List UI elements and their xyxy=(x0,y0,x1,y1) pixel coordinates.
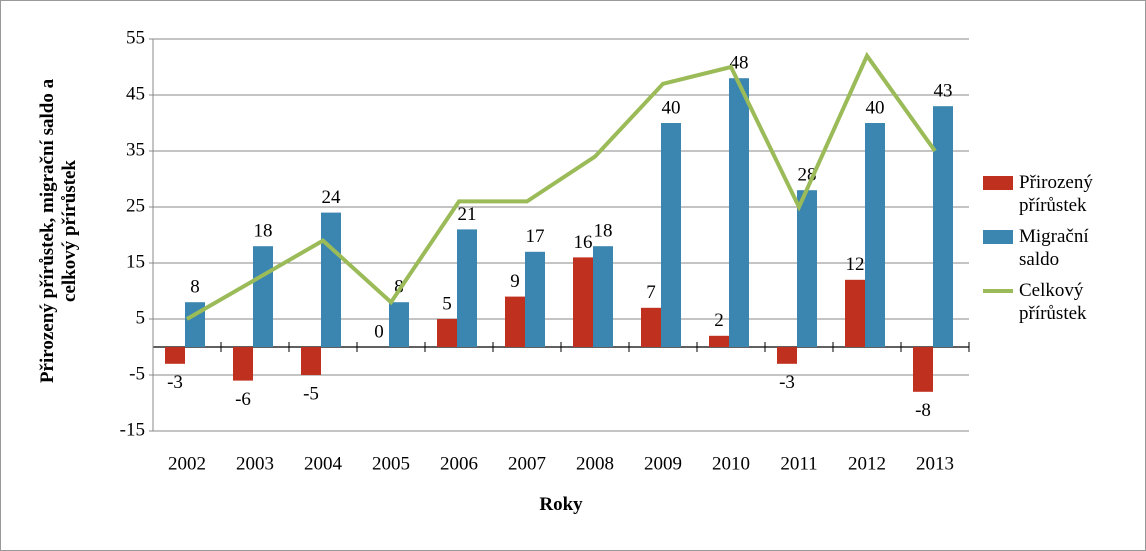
data-label: 7 xyxy=(646,282,656,303)
data-label: 43 xyxy=(934,81,953,102)
data-label: 17 xyxy=(526,226,545,247)
x-tick-label: 2007 xyxy=(508,453,546,474)
bar xyxy=(777,347,797,364)
line xyxy=(186,51,937,321)
x-tick-label: 2013 xyxy=(916,453,954,474)
data-label: 18 xyxy=(594,221,613,242)
y-axis-title: Přirozený přírůstek, migrační saldo a ce… xyxy=(37,78,80,384)
y-tick-label: 5 xyxy=(136,307,146,328)
data-label: -3 xyxy=(167,372,183,393)
x-tick-label: 2009 xyxy=(644,453,682,474)
data-label: 8 xyxy=(190,277,200,298)
data-label: 40 xyxy=(662,97,681,118)
bar xyxy=(709,335,729,347)
x-tick-label: 2005 xyxy=(372,453,410,474)
x-tick-label: 2012 xyxy=(848,453,886,474)
legend-key xyxy=(983,176,1013,190)
bar xyxy=(301,347,321,375)
bar xyxy=(729,78,749,347)
y-tick-label: 55 xyxy=(126,27,145,48)
data-label: -8 xyxy=(915,400,931,421)
data-label: 24 xyxy=(322,187,342,208)
data-label: -5 xyxy=(303,383,319,404)
bar xyxy=(865,123,885,347)
y-tick-label: 45 xyxy=(126,83,145,104)
data-label: 40 xyxy=(866,97,885,118)
bar xyxy=(457,229,477,347)
bar xyxy=(593,246,613,347)
bar xyxy=(253,246,273,347)
bar xyxy=(573,257,593,347)
data-label: 0 xyxy=(374,321,384,342)
x-tick-label: 2008 xyxy=(576,453,614,474)
bar xyxy=(321,212,341,347)
bar xyxy=(933,106,953,347)
bar xyxy=(505,296,525,347)
data-label: 12 xyxy=(846,254,865,275)
y-tick-label: -15 xyxy=(120,419,145,440)
y-tick-label: 15 xyxy=(126,251,145,272)
bar xyxy=(845,279,865,347)
legend-key xyxy=(983,289,1013,293)
legend-item: Přirozený přírůstek xyxy=(983,171,1143,217)
legend: Přirozený přírůstek Migrační saldo Celkový… xyxy=(983,171,1143,333)
x-tick-label: 2011 xyxy=(780,453,817,474)
x-tick-label: 2003 xyxy=(236,453,274,474)
bar xyxy=(389,302,409,347)
data-label: 16 xyxy=(574,232,593,253)
bar xyxy=(233,347,253,381)
bar xyxy=(525,251,545,347)
x-axis-title: Roky xyxy=(539,494,583,515)
bar xyxy=(165,347,185,364)
bar xyxy=(437,319,457,347)
data-label: 21 xyxy=(458,204,477,225)
x-tick-label: 2006 xyxy=(440,453,478,474)
bar xyxy=(797,190,817,347)
legend-label: Celkový přírůstek xyxy=(1019,280,1087,324)
data-label: 18 xyxy=(254,221,273,242)
bar xyxy=(641,307,661,347)
bar xyxy=(913,347,933,392)
y-tick-label: 25 xyxy=(126,195,145,216)
legend-item: Migrační saldo xyxy=(983,225,1143,271)
legend-label: Přirozený přírůstek xyxy=(1019,172,1093,216)
y-tick-label: 35 xyxy=(126,139,145,160)
data-label: 2 xyxy=(714,310,724,331)
x-tick-label: 2004 xyxy=(304,453,343,474)
legend-key xyxy=(983,230,1013,244)
data-label: -6 xyxy=(235,389,251,410)
data-label: 48 xyxy=(730,53,749,74)
x-tick-label: 2002 xyxy=(168,453,206,474)
bar xyxy=(661,123,681,347)
y-tick-label: -5 xyxy=(129,363,145,384)
data-label: -3 xyxy=(779,372,795,393)
x-tick-label: 2010 xyxy=(712,453,750,474)
legend-label: Migrační saldo xyxy=(1019,226,1089,270)
data-label: 9 xyxy=(510,271,520,292)
legend-item: Celkový přírůstek xyxy=(983,279,1143,325)
data-label: 5 xyxy=(442,293,452,314)
